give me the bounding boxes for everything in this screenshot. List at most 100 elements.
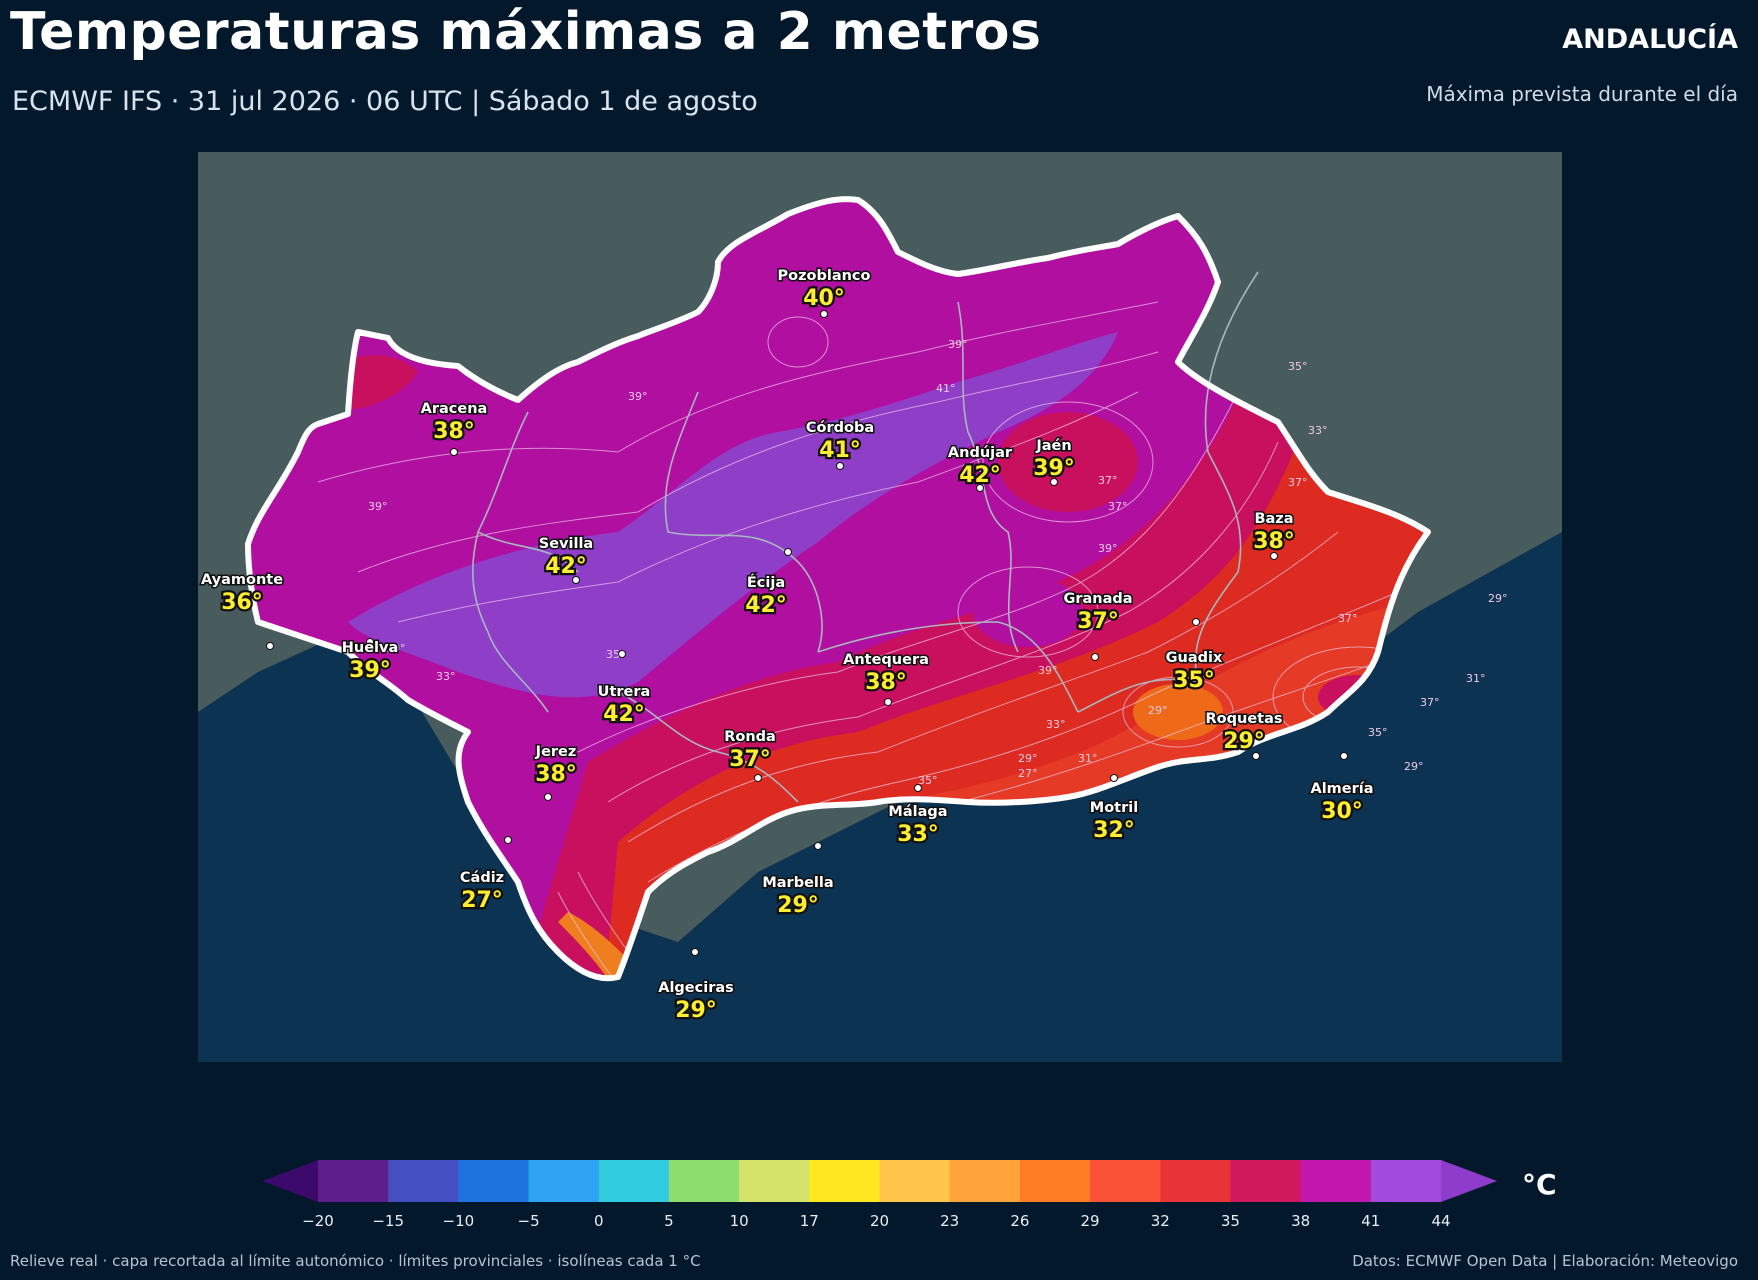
colorbar-bin xyxy=(809,1160,880,1202)
isoline-label: 35° xyxy=(918,774,938,787)
city-dot xyxy=(691,948,699,956)
colorbar-tick: −5 xyxy=(517,1212,540,1230)
city-temperature: 27° xyxy=(461,888,503,913)
colorbar-bin xyxy=(598,1160,670,1202)
region-name: ANDALUCÍA xyxy=(1562,24,1738,55)
isoline-label: 27° xyxy=(1018,767,1038,780)
city-name: Antequera xyxy=(843,652,929,668)
city-name: Jaén xyxy=(1035,438,1071,454)
city-temperature: 29° xyxy=(777,893,819,918)
city-temperature: 39° xyxy=(349,658,391,683)
city-dot xyxy=(1270,552,1278,560)
city-name: Andújar xyxy=(948,445,1013,461)
city-name: Jerez xyxy=(535,744,577,760)
colorbar-tick: 20 xyxy=(869,1212,890,1230)
colorbar-tick: 44 xyxy=(1431,1212,1451,1230)
city-temperature: 38° xyxy=(433,419,475,444)
city-temperature: 32° xyxy=(1093,818,1135,843)
colorbar-tick: 0 xyxy=(593,1212,604,1230)
city-markers: Pozoblanco 40° Aracena 38° Córdoba 41° Andújar… xyxy=(199,267,1375,1026)
colorbar-tick: 29 xyxy=(1080,1212,1100,1230)
colorbar-bin xyxy=(1370,1160,1442,1202)
colorbar-bin xyxy=(1090,1160,1161,1202)
city-dot xyxy=(366,638,374,646)
city-dot xyxy=(1110,774,1118,782)
colorbar-tick: 26 xyxy=(1010,1212,1030,1230)
colorbar-bin xyxy=(1160,1160,1231,1202)
city-temperature: 42° xyxy=(745,593,787,618)
city-temperature: 37° xyxy=(1077,609,1119,634)
city-name: Ayamonte xyxy=(201,572,283,588)
city-temperature: 42° xyxy=(545,554,587,579)
colorbar-tick: 41 xyxy=(1361,1212,1381,1230)
colorbar-bin xyxy=(1300,1160,1372,1202)
city-name: Roquetas xyxy=(1205,711,1282,727)
colorbar-bin xyxy=(528,1160,600,1202)
city-name: Marbella xyxy=(762,875,833,891)
city-temperature: 37° xyxy=(729,747,771,772)
colorbar-bin xyxy=(1230,1160,1302,1202)
city-name: Cádiz xyxy=(460,870,504,886)
city-name: Ronda xyxy=(724,729,776,745)
city-name: Málaga xyxy=(888,804,947,820)
city-temperature: 41° xyxy=(819,438,861,463)
city-dot xyxy=(1252,752,1260,760)
city-name: Córdoba xyxy=(806,420,874,436)
city-dot xyxy=(544,793,552,801)
temperature-map[interactable]: 39° 39° 41° 39° 35° 33° 37° 37° 39° 37° 39° 33° 35° 3… xyxy=(198,152,1562,1062)
city-name: Baza xyxy=(1254,511,1293,527)
colorbar-bin xyxy=(1019,1160,1091,1202)
isoline-label: 39° xyxy=(948,338,968,351)
temperature-colorbar xyxy=(262,1160,1497,1202)
colorbar-tick: 35 xyxy=(1220,1212,1240,1230)
city-name: Algeciras xyxy=(658,980,734,996)
colorbar-tick: 38 xyxy=(1291,1212,1311,1230)
isoline-label: 39° xyxy=(368,500,388,513)
isoline-label: 39° xyxy=(1038,664,1058,677)
isoline-label: 41° xyxy=(936,382,956,395)
isoline-label: 35° xyxy=(1288,360,1308,373)
city-temperature: 29° xyxy=(1223,729,1265,754)
city-dot xyxy=(1340,752,1348,760)
city-temperature: 39° xyxy=(1033,456,1075,481)
city-dot xyxy=(450,448,458,456)
colorbar-bin xyxy=(458,1160,530,1202)
city-temperature: 35° xyxy=(1173,668,1215,693)
isoline-label: 33° xyxy=(1308,424,1328,437)
isoline-label: 39° xyxy=(1098,542,1118,555)
isoline-label: 33° xyxy=(436,670,456,683)
isoline-label: 37° xyxy=(1108,500,1128,513)
colorbar-tick: 23 xyxy=(940,1212,960,1230)
isoline-label: 39° xyxy=(386,642,406,655)
footer-notes: Relieve real · capa recortada al límite … xyxy=(10,1252,701,1270)
colorbar-bin xyxy=(668,1160,740,1202)
city-name: Pozoblanco xyxy=(777,268,870,284)
isoline-label: 39° xyxy=(628,390,648,403)
city-dot xyxy=(754,774,762,782)
colorbar-tick: −20 xyxy=(302,1212,334,1230)
colorbar-tick: 17 xyxy=(799,1212,819,1230)
isoline-label: 29° xyxy=(1018,752,1038,765)
city-name: Huelva xyxy=(342,640,399,656)
city-dot xyxy=(836,462,844,470)
colorbar-bin xyxy=(739,1160,810,1202)
city-dot xyxy=(784,548,792,556)
isoline-label: 37° xyxy=(1338,612,1358,625)
city-name: Almería xyxy=(1310,781,1373,797)
city-dot xyxy=(1050,478,1058,486)
colorbar-tick: 5 xyxy=(664,1212,674,1230)
colorbar-under xyxy=(262,1160,318,1202)
city-temperature: 30° xyxy=(1321,799,1363,824)
city-dot xyxy=(914,784,922,792)
page-title: Temperaturas máximas a 2 metros xyxy=(10,2,1042,62)
city-name: Granada xyxy=(1063,591,1132,607)
city-name: Aracena xyxy=(421,401,488,417)
isoline-labels: 39° 39° 41° 39° 35° 33° 37° 37° 39° 37° 39° 33° 35° 3… xyxy=(368,338,1508,787)
andalucia-border xyxy=(245,196,1431,982)
city-dot xyxy=(814,842,822,850)
city-temperature: 42° xyxy=(959,463,1001,488)
city-name: Sevilla xyxy=(539,536,593,552)
city-dot xyxy=(618,650,626,658)
city-dot xyxy=(976,484,984,492)
city-dot xyxy=(266,642,274,650)
